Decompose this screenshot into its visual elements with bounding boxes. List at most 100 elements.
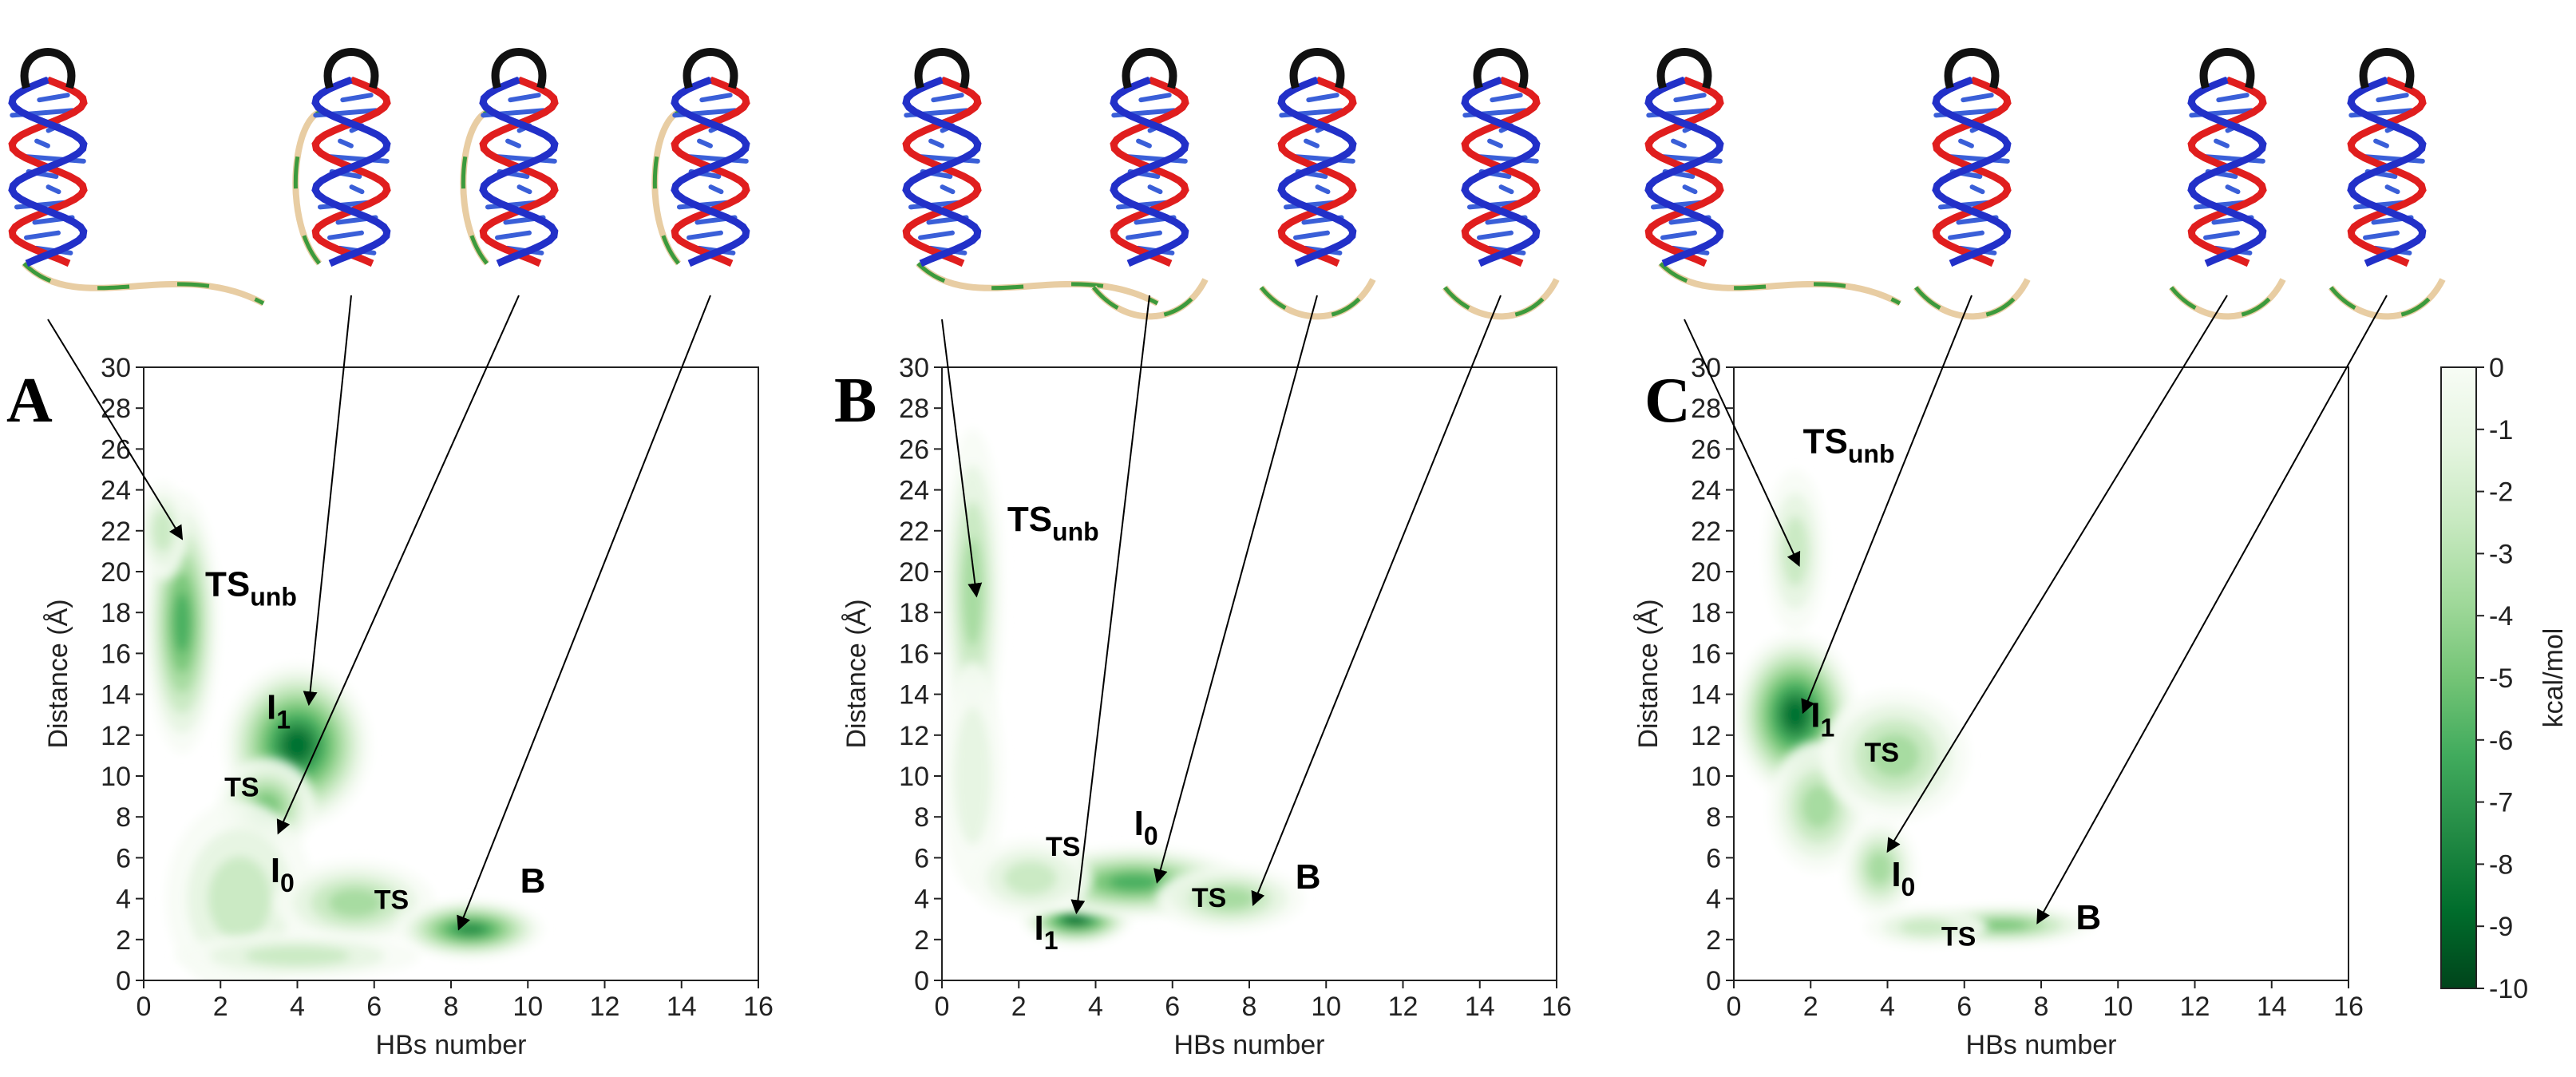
pointer-arrow xyxy=(276,295,520,835)
contour-level xyxy=(328,888,382,917)
x-tick-label: 6 xyxy=(1957,992,1972,1022)
y-tick-label: 4 xyxy=(1706,885,1721,915)
panel-C: 0 2 4 6 8 10 12 14 16024681012141618202224262830… xyxy=(1633,353,2364,1060)
pointer-arrow xyxy=(1684,319,1801,567)
panel-A: 0 2 4 6 8 10 12 14 16024681012141618202224262830… xyxy=(6,353,774,1060)
contour-level xyxy=(244,945,350,966)
x-tick-label: 0 xyxy=(137,992,152,1022)
energy-basin xyxy=(1156,865,1304,932)
y-tick-label: 8 xyxy=(116,802,131,833)
rna-strand xyxy=(1644,76,1724,267)
energy-basin xyxy=(275,860,435,945)
rna-strand xyxy=(671,76,750,267)
rna-structure xyxy=(1644,48,1901,307)
x-tick-label: 4 xyxy=(1880,992,1895,1022)
pointer-arrow xyxy=(303,295,352,707)
x-tick-label: 16 xyxy=(743,992,774,1022)
contour-level xyxy=(1802,785,1835,829)
state-annotation: I0 xyxy=(1891,855,1915,901)
energy-basin xyxy=(174,932,421,979)
energy-basin xyxy=(1764,469,1826,633)
pointer-arrow xyxy=(1886,295,2228,853)
rna-base xyxy=(1304,138,1320,148)
state-annotation: B xyxy=(1296,857,1321,897)
x-tick-label: 6 xyxy=(1165,992,1180,1022)
rna-base xyxy=(1290,153,1355,164)
y-tick-label: 4 xyxy=(116,885,131,915)
x-axis-label: HBs number xyxy=(376,1030,527,1060)
pointer-arrow xyxy=(1153,295,1318,884)
contour-level xyxy=(1108,873,1160,891)
y-tick-label: 18 xyxy=(1691,598,1721,628)
x-tick-label: 16 xyxy=(2333,992,2364,1022)
pointer-arrow xyxy=(2036,295,2388,925)
energy-basin xyxy=(144,492,220,754)
x-tick-label: 12 xyxy=(2180,992,2210,1022)
y-tick-label: 16 xyxy=(101,639,131,669)
colorbar-tick-label: -8 xyxy=(2489,849,2513,880)
rna-strand xyxy=(479,76,559,267)
colorbar-tick-label: 0 xyxy=(2489,353,2504,383)
rna-loop xyxy=(2199,48,2255,89)
y-tick-label: 0 xyxy=(1706,966,1721,996)
rna-base xyxy=(1657,153,1723,164)
rna-base xyxy=(324,153,390,164)
contour-level xyxy=(962,537,983,647)
rna-tail-segment xyxy=(1092,278,1208,319)
colorbar-tick-label: -9 xyxy=(2489,912,2513,942)
x-tick-label: 8 xyxy=(444,992,459,1022)
rna-base xyxy=(1293,230,1330,240)
x-axis-label: HBs number xyxy=(1966,1030,2117,1060)
colorbar-tick-label: -2 xyxy=(2489,477,2513,508)
rna-base xyxy=(2216,93,2250,103)
rna-base xyxy=(915,153,980,164)
panel-label: A xyxy=(6,366,53,436)
rna-structure xyxy=(1090,48,1209,320)
rna-base xyxy=(46,184,61,195)
y-tick-label: 22 xyxy=(101,517,131,547)
contour-level xyxy=(152,509,174,552)
panel-label: B xyxy=(834,366,876,436)
rna-base xyxy=(349,184,365,195)
y-tick-label: 20 xyxy=(899,557,929,588)
x-tick-label: 10 xyxy=(2103,992,2133,1022)
rna-base xyxy=(1487,138,1503,148)
energy-basin xyxy=(1821,690,1969,822)
rna-base xyxy=(1948,230,1984,240)
y-tick-label: 26 xyxy=(899,434,929,465)
y-tick-label: 14 xyxy=(101,680,131,711)
rna-base xyxy=(495,230,532,240)
rna-base xyxy=(2214,138,2230,148)
rna-base xyxy=(2203,230,2240,240)
y-tick-label: 30 xyxy=(899,353,929,383)
y-tick-label: 12 xyxy=(1691,721,1721,751)
rna-base xyxy=(21,153,86,164)
state-annotation: TS xyxy=(1192,883,1226,913)
rna-base xyxy=(697,138,713,148)
pointer-arrow xyxy=(1801,295,1973,715)
x-tick-label: 4 xyxy=(1088,992,1103,1022)
rna-structure xyxy=(8,48,265,307)
rna-base xyxy=(37,93,70,103)
free-energy-landscape xyxy=(144,481,544,980)
y-tick-label: 28 xyxy=(101,394,131,424)
contour-level xyxy=(1205,887,1255,910)
y-tick-label: 10 xyxy=(899,762,929,792)
rna-base xyxy=(2363,230,2400,240)
rna-base xyxy=(940,184,956,195)
y-tick-label: 8 xyxy=(1706,802,1721,833)
rna-base xyxy=(1474,153,1539,164)
energy-basin xyxy=(396,900,544,959)
rna-structure xyxy=(2168,48,2286,320)
pointer-arrow xyxy=(1251,295,1502,906)
rna-base xyxy=(1660,230,1697,240)
rna-backbone-tail xyxy=(1913,278,2031,320)
rna-base xyxy=(1122,153,1188,164)
y-tick-label: 26 xyxy=(101,434,131,465)
colorbar-tick-label: -10 xyxy=(2489,974,2528,1004)
rna-base xyxy=(2200,153,2265,164)
rna-strand xyxy=(1110,76,1189,267)
y-tick-label: 6 xyxy=(116,843,131,873)
y-tick-label: 28 xyxy=(899,394,929,424)
rna-structure xyxy=(292,48,391,267)
